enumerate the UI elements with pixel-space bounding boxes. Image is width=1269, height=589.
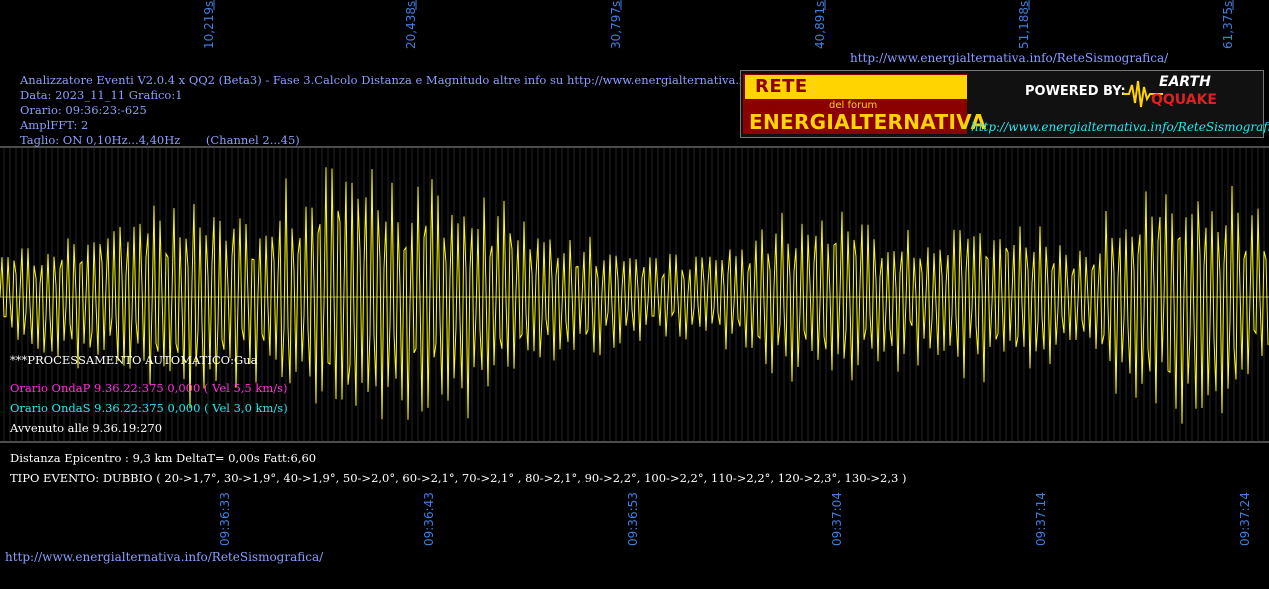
rete-sismografica-logo: RETE SISMOGRAFICA del forum ENERGIALTERN… [740, 70, 1269, 138]
logo-badge: RETE SISMOGRAFICA del forum ENERGIALTERN… [743, 74, 986, 134]
top-tick-label: 61,375s [1221, 0, 1235, 49]
seismogram-trace [0, 167, 1269, 424]
epicenter-distance: Distanza Epicentro : 9,3 km DeltaT= 0,00… [10, 451, 317, 465]
bottom-tick-label: 09:36:53 [626, 492, 640, 546]
powered-by-label: POWERED BY: [1025, 84, 1126, 99]
bottom-tick-label: 09:37:04 [830, 492, 844, 546]
logo-subtitle: del forum [829, 100, 878, 111]
event-time: Avvenuto alle 9.36.19:270 [10, 421, 163, 435]
top-tick-label: 20,438s [404, 0, 418, 49]
footer-url-link[interactable]: http://www.energialternativa.info/ReteSi… [5, 550, 324, 564]
logo-title: RETE SISMOGRAFICA [755, 76, 916, 118]
date-line: Data: 2023_11_11 Grafico:1 [20, 88, 183, 102]
bottom-tick-label: 09:37:14 [1034, 492, 1048, 546]
processing-status: ***PROCESSAMENTO AUTOMATICO:Gua [10, 353, 258, 367]
ampl-line: AmplFFT: 2 [20, 118, 89, 132]
top-tick-label: 51,188s [1017, 0, 1031, 49]
p-wave-time: Orario OndaP 9.36.22:375 0,000 ( Vel 5,5… [10, 381, 288, 395]
time-line: Orario: 09:36:23:-625 [20, 103, 147, 117]
filter-line: Taglio: ON 0,10Hz...4,40Hz (Channel 2...… [20, 133, 300, 147]
top-tick-label: 30,797s [609, 0, 623, 49]
brand-earth: EARTH [1159, 74, 1211, 90]
logo-banner [745, 75, 967, 99]
bottom-tick-label: 09:37:24 [1238, 492, 1252, 546]
top-tick-label: 10,219s [202, 0, 216, 49]
logo-forum-name: ENERGIALTERNATIVA [749, 110, 987, 134]
app-title: Analizzatore Eventi V2.0.4 x QQ2 (Beta3)… [20, 73, 740, 87]
bottom-tick-label: 09:36:43 [422, 492, 436, 546]
s-wave-time: Orario OndaS 9.36.22:375 0,000 ( Vel 3,0… [10, 401, 288, 415]
logo-url-link[interactable]: http://www.energialternativa.info/ReteSi… [971, 120, 1269, 134]
brand-qquake: QQUAKE [1151, 92, 1217, 108]
event-type: TIPO EVENTO: DUBBIO ( 20->1,7°, 30->1,9°… [10, 471, 907, 485]
top-tick-label: 40,891s [813, 0, 827, 49]
top-url-link[interactable]: http://www.energialternativa.info/ReteSi… [850, 51, 1169, 65]
earthquake-wave-icon [1123, 80, 1163, 108]
bottom-tick-label: 09:36:33 [218, 492, 232, 546]
